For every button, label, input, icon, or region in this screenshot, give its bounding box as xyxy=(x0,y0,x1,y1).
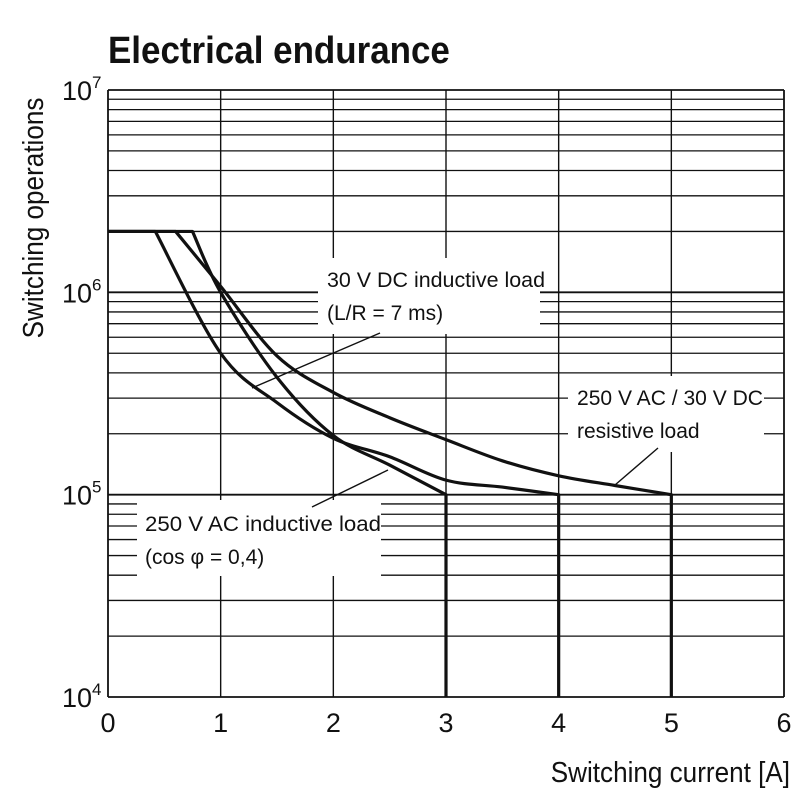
label-background xyxy=(568,376,764,452)
x-tick-label: 1 xyxy=(213,708,228,738)
y-tick-label: 104 xyxy=(62,680,102,713)
series-label: (cos φ = 0,4) xyxy=(145,546,264,569)
y-tick-label: 105 xyxy=(62,478,102,511)
y-tick-label: 106 xyxy=(62,275,102,308)
x-tick-label: 4 xyxy=(551,708,566,738)
series-label: (L/R = 7 ms) xyxy=(327,302,443,325)
y-tick-label: 107 xyxy=(62,73,102,106)
axis-ticks: 0 1 2 3 4 5 6 104 105 106 107 xyxy=(62,73,792,738)
label-background xyxy=(318,258,540,334)
series-label: 250 V AC inductive load xyxy=(145,513,381,536)
series-line xyxy=(108,229,448,697)
x-tick-label: 3 xyxy=(438,708,453,738)
label-pointer xyxy=(311,469,389,508)
x-tick-label: 6 xyxy=(776,708,791,738)
x-tick-label: 2 xyxy=(326,708,341,738)
x-tick-label: 5 xyxy=(664,708,679,738)
annotations: 250 V AC inductive load (cos φ = 0,4) 30 V… xyxy=(137,258,764,576)
series-label: 30 V DC inductive load xyxy=(327,269,545,292)
y-axis-label: Switching operations xyxy=(17,98,50,339)
label-pointer xyxy=(614,447,659,486)
label-background xyxy=(137,500,381,576)
series-line xyxy=(108,229,561,697)
x-tick-label: 0 xyxy=(100,708,115,738)
series-label: 250 V AC / 30 V DC xyxy=(577,387,763,410)
label-pointer xyxy=(251,332,381,389)
chart-title: Electrical endurance xyxy=(108,29,450,72)
series-line xyxy=(108,229,673,697)
x-axis-label: Switching current [A] xyxy=(551,756,790,789)
series-label: resistive load xyxy=(577,420,700,443)
curves xyxy=(108,229,673,697)
